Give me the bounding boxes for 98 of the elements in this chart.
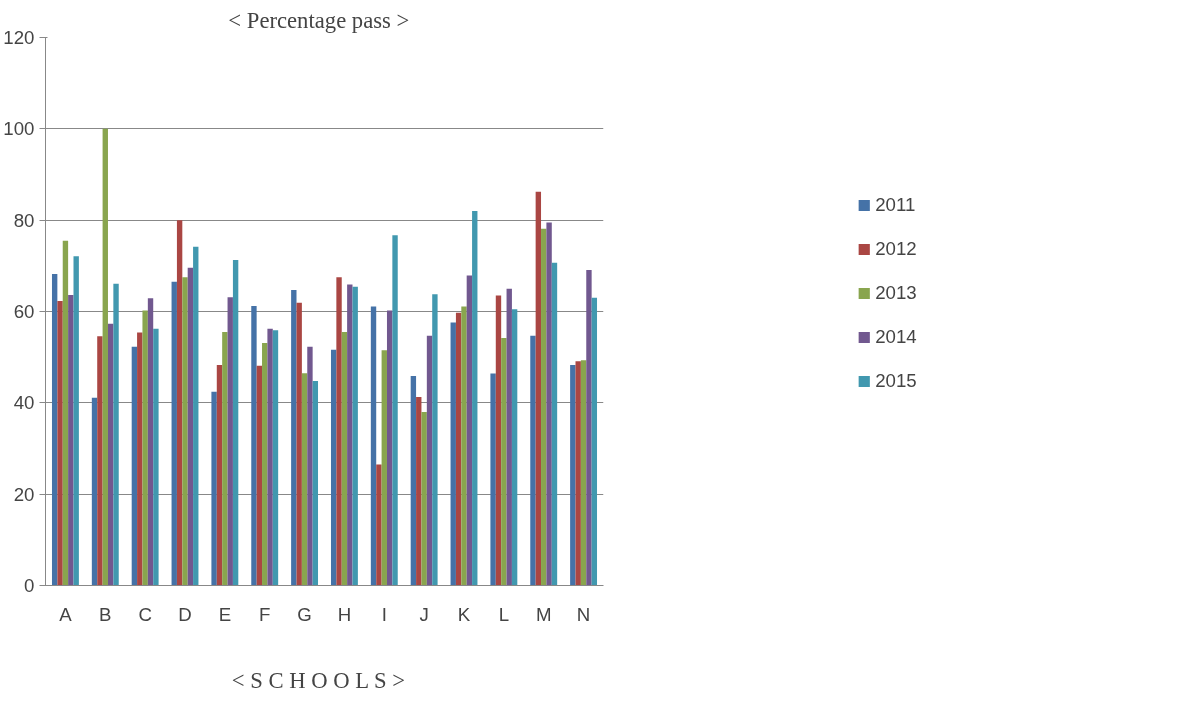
- x-axis-title: < S C H O O L S >: [231, 667, 406, 693]
- bar: [336, 277, 342, 586]
- bar: [392, 235, 398, 586]
- bar: [501, 337, 507, 586]
- bar: [591, 297, 598, 586]
- bar: [506, 288, 512, 586]
- bar: [381, 350, 387, 586]
- bar: [62, 240, 69, 586]
- bar: [410, 375, 417, 586]
- bar: [330, 349, 337, 586]
- bar: [291, 290, 297, 586]
- x-tick-label: C: [138, 603, 152, 625]
- bar: [312, 380, 319, 586]
- bar: [171, 281, 177, 586]
- bar: [341, 332, 348, 586]
- legend-label: 2012: [875, 238, 917, 260]
- bar: [91, 397, 98, 586]
- x-tick-label: H: [337, 603, 352, 625]
- bar: [113, 283, 119, 586]
- bar: [386, 310, 393, 586]
- bar: [256, 365, 263, 586]
- bar: [535, 191, 542, 586]
- bar: [211, 391, 217, 586]
- x-tick-label: M: [535, 603, 552, 625]
- bar: [216, 364, 223, 586]
- bar: [370, 306, 377, 586]
- bar: [57, 301, 63, 586]
- bar: [137, 332, 143, 586]
- x-tick-label: D: [178, 603, 192, 625]
- bar: [107, 323, 114, 586]
- y-tick-label: 100: [3, 118, 35, 140]
- bar: [262, 343, 268, 586]
- bar: [142, 310, 148, 586]
- y-tick-label: 20: [13, 483, 35, 505]
- y-tick-label: 40: [13, 392, 35, 414]
- y-tick-label: 120: [3, 27, 35, 48]
- bar: [272, 330, 279, 586]
- bar: [222, 332, 228, 586]
- bar: [102, 128, 108, 586]
- x-tick-label: L: [498, 603, 510, 625]
- y-tick-label: 60: [13, 301, 35, 322]
- bar: [495, 295, 502, 586]
- y-tick-label: 80: [13, 209, 35, 231]
- x-tick-label: G: [297, 603, 312, 625]
- bar: [426, 335, 433, 586]
- bar: [232, 259, 239, 586]
- bar: [147, 298, 154, 586]
- bar: [432, 294, 438, 586]
- bar: [51, 274, 58, 586]
- bar: [131, 346, 138, 586]
- legend-label: 2015: [875, 370, 917, 392]
- bar: [450, 322, 456, 586]
- bar: [376, 464, 382, 586]
- bar: [551, 262, 558, 586]
- bar: [546, 222, 552, 586]
- bar: [416, 396, 422, 586]
- bar: [472, 211, 478, 586]
- x-tick-label: F: [259, 603, 271, 625]
- bar: [352, 286, 358, 586]
- x-tick-label: A: [59, 603, 73, 625]
- bar: [153, 328, 159, 586]
- bar: [575, 361, 581, 586]
- bar: [490, 373, 496, 586]
- bar: [227, 297, 233, 586]
- bar: [187, 267, 194, 586]
- bar: [511, 309, 518, 586]
- bar: [296, 302, 302, 586]
- bar: [176, 220, 183, 586]
- x-tick-label: E: [218, 603, 232, 625]
- bar: [267, 328, 273, 586]
- bar: [541, 228, 547, 586]
- x-tick-label: K: [457, 603, 471, 625]
- bar: [193, 246, 199, 586]
- bar: [421, 411, 427, 586]
- x-tick-label: N: [576, 603, 591, 625]
- y-tick-label: 0: [24, 575, 35, 596]
- bar: [466, 275, 473, 586]
- legend-label: 2011: [875, 194, 916, 216]
- bar: [570, 364, 576, 586]
- bar: [586, 269, 592, 586]
- x-tick-label: J: [419, 603, 429, 625]
- x-tick-label: B: [99, 603, 112, 625]
- bar: [97, 336, 103, 586]
- legend-label: 2013: [875, 282, 917, 304]
- bar: [530, 335, 536, 586]
- bar: [68, 295, 74, 586]
- bar: [455, 312, 462, 586]
- bar: [307, 346, 313, 586]
- x-tick-label: I: [381, 603, 387, 625]
- chart-title: < Percentage pass >: [228, 7, 410, 33]
- bar: [347, 284, 353, 586]
- bar: [251, 306, 257, 586]
- bar: [580, 360, 587, 586]
- bar: [73, 256, 79, 586]
- legend-label: 2014: [875, 326, 917, 348]
- bar: [461, 306, 467, 586]
- bar: [182, 277, 188, 586]
- bar: [301, 373, 308, 586]
